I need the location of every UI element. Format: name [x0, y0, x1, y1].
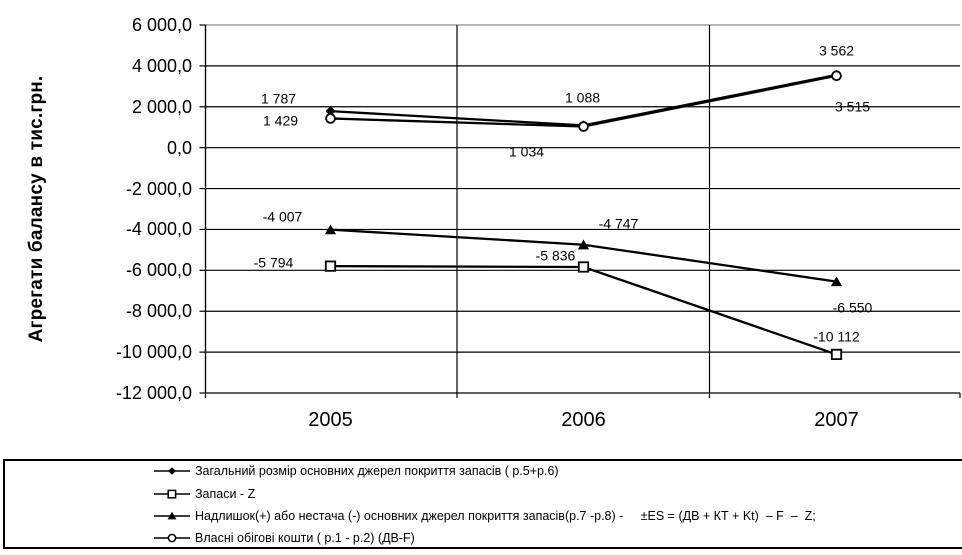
- x-axis-label: 2007: [814, 409, 859, 431]
- y-tick-label: 2 000,0: [131, 96, 192, 117]
- legend-item-label: Надлишок(+) або нестача (-) основних дже…: [195, 509, 816, 523]
- y-tick-label: 4 000,0: [131, 55, 192, 76]
- data-label: -4 747: [598, 215, 639, 232]
- y-tick-label: -12 000,0: [115, 383, 192, 403]
- y-tick-label: -8 000,0: [125, 301, 192, 322]
- data-label: -4 007: [262, 208, 303, 225]
- legend-box: Загальний розмір основних джерел покритт…: [3, 459, 962, 549]
- legend-marker-icon: [154, 489, 190, 499]
- data-label: 1 034: [508, 143, 545, 160]
- data-label: 1 787: [260, 90, 297, 107]
- y-tick-label: -4 000,0: [125, 219, 192, 240]
- y-tick-label: 6 000,0: [131, 15, 192, 35]
- legend-item: Запаси - Z: [154, 487, 255, 501]
- data-label: 1 088: [564, 89, 601, 106]
- data-label: 3 562: [818, 42, 855, 59]
- legend-marker-icon: [154, 467, 190, 475]
- y-tick-label: 0,0: [166, 137, 192, 158]
- x-axis-label: 2006: [561, 409, 606, 431]
- y-tick-label: -6 000,0: [125, 260, 192, 281]
- legend-item-label: Запаси - Z: [195, 487, 256, 501]
- data-label: 3 515: [834, 98, 871, 115]
- x-axis-label: 2005: [308, 409, 353, 431]
- legend-item-label: Загальний розмір основних джерел покритт…: [195, 464, 559, 478]
- legend-item: Власні обігові кошти ( р.1 - р.2) (ДВ-F): [154, 531, 415, 545]
- data-label: 1 429: [262, 112, 299, 129]
- data-label: -6 550: [832, 299, 873, 316]
- y-tick-label: -2 000,0: [125, 178, 192, 199]
- data-label: -5 836: [535, 247, 576, 264]
- legend-item-label: Власні обігові кошти ( р.1 - р.2) (ДВ-F): [195, 531, 415, 545]
- legend-item: Надлишок(+) або нестача (-) основних дже…: [154, 509, 816, 523]
- legend-marker-icon: [154, 533, 190, 543]
- data-label: -5 794: [253, 254, 294, 271]
- data-label: -10 112: [813, 328, 860, 345]
- y-tick-label: -10 000,0: [115, 342, 192, 363]
- legend-item: Загальний розмір основних джерел покритт…: [154, 464, 559, 478]
- legend-marker-icon: [154, 511, 190, 520]
